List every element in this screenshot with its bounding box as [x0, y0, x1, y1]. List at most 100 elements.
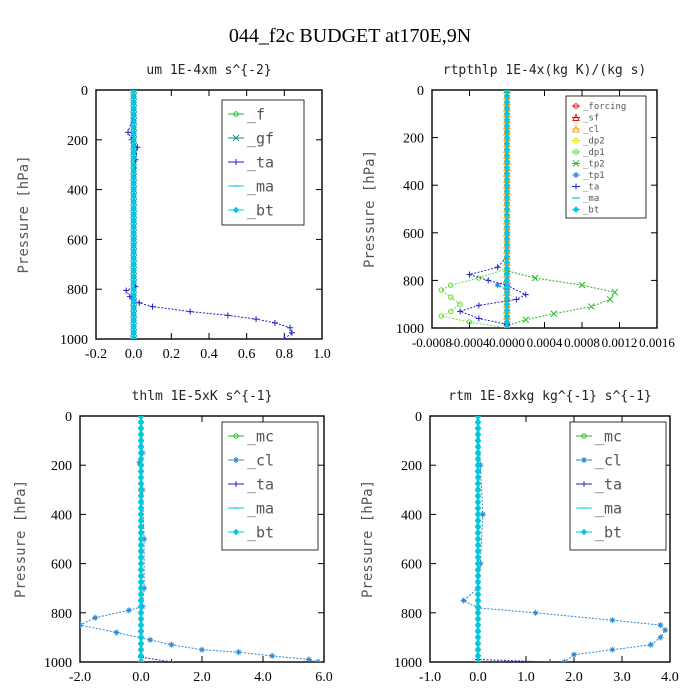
legend-label: _ta: [247, 153, 274, 171]
legend-swatch-marker: [580, 528, 588, 536]
series-point-ta: [123, 287, 130, 294]
series-point-tp2: [531, 274, 539, 282]
legend-swatch-marker: [233, 111, 239, 117]
y-tick-label: 400: [51, 508, 72, 523]
series-point-cl: [609, 646, 616, 653]
y-tick-label: 800: [403, 274, 424, 289]
x-tick-label: -0.0004: [449, 335, 490, 350]
series-point-ta: [149, 303, 156, 310]
legend-label: _ma: [247, 499, 274, 517]
legend-label: _dp1: [583, 148, 605, 158]
x-tick-label: 3.0: [613, 670, 631, 685]
series-point-bt: [137, 443, 145, 451]
series-point-ta: [288, 329, 295, 336]
series-point-gf: [130, 90, 138, 94]
y-tick-label: 200: [401, 459, 422, 474]
y-axis-label: Pressure [hPa]: [360, 480, 376, 598]
legend-box: [565, 95, 647, 219]
series-point-ta: [494, 264, 501, 271]
y-tick-label: 1000: [396, 322, 424, 337]
series-point-bt: [137, 584, 145, 592]
panel-title: rtm 1E-8xkg kg^{-1} s^{-1}: [448, 389, 652, 404]
legend-label: _dp2: [583, 137, 605, 147]
legend-swatch-marker: [573, 137, 579, 144]
series-point-cl: [235, 649, 242, 656]
series-point-bt: [137, 418, 145, 426]
series-line-ta: [458, 90, 527, 328]
series-point-cl: [80, 622, 83, 629]
series-point-bt: [474, 627, 482, 635]
y-tick-label: 800: [401, 607, 422, 622]
x-tick-label: 0.0016: [639, 335, 675, 350]
series-group: [123, 90, 295, 339]
series-point-bt: [137, 652, 145, 660]
series-point-ta: [466, 271, 473, 278]
series-line-ta: [477, 416, 551, 662]
series-point-dp1: [466, 319, 473, 325]
panel-title: um 1E-4xm s^{-2}: [146, 63, 271, 78]
series-point-cl: [657, 634, 664, 641]
x-tick-label: 0.0000: [489, 335, 525, 350]
series-point-cl: [532, 609, 539, 616]
legend-label: _ma: [583, 194, 599, 204]
x-tick-label: 0.8: [276, 347, 294, 362]
series-point-bt: [137, 455, 145, 463]
series-point-bt: [474, 578, 482, 586]
y-tick-label: 1000: [394, 656, 422, 671]
series-point-bt: [474, 634, 482, 641]
series-point-bt: [137, 474, 145, 481]
series-point-bt: [474, 480, 482, 488]
series-point-cl: [92, 614, 99, 621]
legend-swatch-marker: [581, 433, 587, 439]
series-point-bt: [474, 547, 482, 555]
series-point-tp2: [588, 303, 595, 310]
legend: _forcing _sf_cl _dp2_dp1 _tp2_tp1 _ta_ma _bt: [565, 95, 647, 219]
x-tick-label: 2.0: [193, 670, 211, 685]
series-point-dp1: [457, 301, 463, 307]
series-point-cl: [147, 636, 154, 643]
series-group: [438, 90, 619, 328]
x-tick-label: 4.0: [661, 670, 679, 685]
series-point-ta: [457, 308, 464, 315]
series-point-bt: [474, 529, 482, 537]
series-point-bt: [474, 504, 482, 512]
series-line-dp1: [439, 90, 508, 328]
series-point-bt: [137, 437, 145, 444]
y-axis-label: Pressure [hPa]: [13, 480, 29, 598]
series-point-bt: [137, 646, 145, 654]
series-point-bt: [474, 511, 482, 518]
series-point-bt: [137, 449, 145, 457]
series-point-bt: [130, 335, 138, 339]
series-point-cl: [662, 627, 669, 634]
series-point-cl: [113, 629, 120, 636]
legend-label: _gf: [247, 129, 274, 147]
series-point-bt: [474, 416, 482, 420]
legend-label: _bt: [595, 523, 622, 541]
legend-label: _forcing: [583, 102, 626, 112]
x-tick-label: 0.6: [238, 347, 256, 362]
series-point-cl: [305, 656, 312, 662]
legend-label: _ta: [595, 475, 622, 493]
series-point-bt: [137, 486, 145, 494]
series-point-bt: [474, 597, 482, 604]
legend-label: _ma: [247, 177, 274, 195]
legend-swatch-marker: [232, 206, 240, 214]
y-tick-label: 600: [67, 233, 88, 248]
y-tick-label: 600: [403, 227, 424, 242]
series-point-cl: [168, 641, 175, 648]
legend-label: _cl: [583, 125, 599, 135]
y-tick-label: 0: [417, 84, 424, 99]
y-tick-label: 800: [51, 607, 72, 622]
x-tick-label: 1.0: [517, 670, 535, 685]
series-point-bt: [474, 646, 482, 654]
figure-title: 044_f2c BUDGET at170E,9N: [229, 25, 471, 47]
series-point-cl: [125, 607, 132, 614]
series-point-bt: [474, 455, 482, 463]
y-tick-label: 400: [67, 184, 88, 199]
series-point-bt: [474, 621, 482, 629]
x-tick-label: 0.2: [163, 347, 181, 362]
legend-label: _cl: [247, 451, 274, 469]
series-point-cl: [269, 652, 276, 659]
series-point-bt: [503, 324, 511, 328]
series-line-cl: [80, 416, 319, 662]
